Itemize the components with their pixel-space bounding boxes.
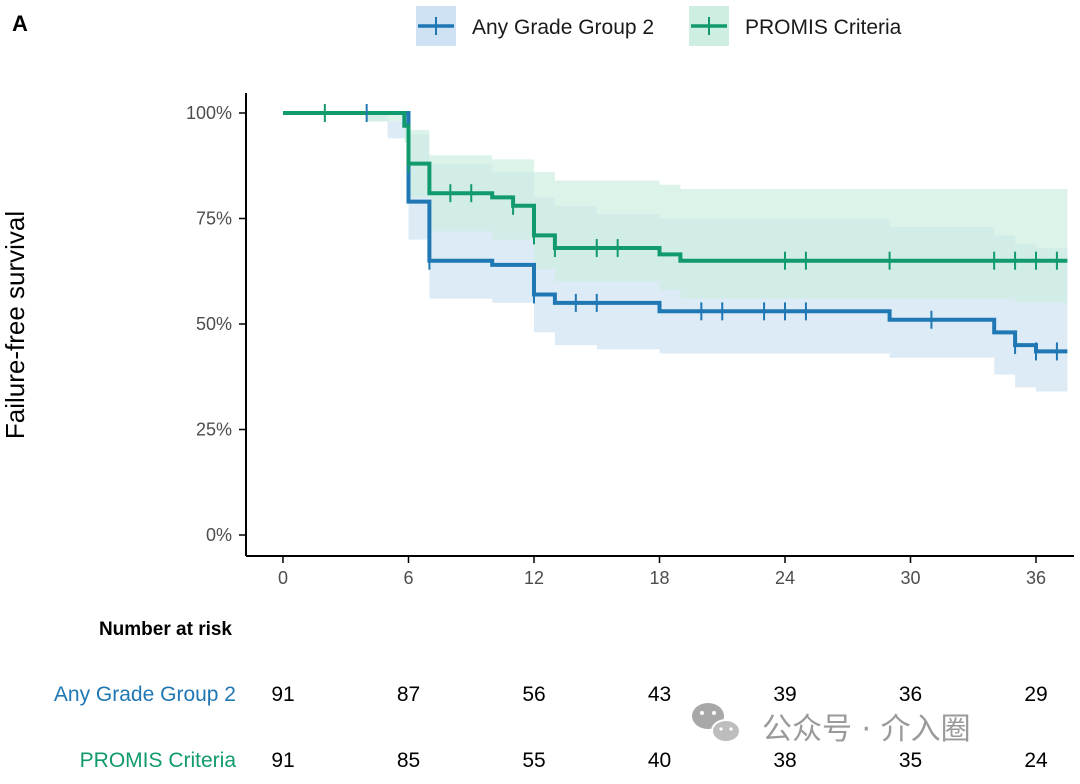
watermark-text: 公众号 · 介入圈 [762, 712, 971, 747]
y-axis-title: Failure-free survival [0, 211, 30, 439]
y-tick-label: 0% [206, 525, 232, 545]
y-tick-label: 50% [196, 314, 232, 334]
risk-row-label: Any Grade Group 2 [54, 683, 236, 706]
censor-marks [323, 104, 1058, 361]
risk-count: 39 [773, 683, 796, 706]
x-tick-label: 30 [900, 568, 920, 588]
risk-count: 29 [1024, 683, 1047, 706]
confidence-bands [283, 113, 1068, 392]
x-tick-label: 18 [649, 568, 669, 588]
risk-count: 55 [522, 749, 545, 772]
risk-count: 87 [397, 683, 420, 706]
risk-count: 38 [773, 749, 796, 772]
legend-item-promis-criteria: PROMIS Criteria [689, 6, 902, 46]
wechat-icon [692, 703, 741, 743]
risk-count: 36 [899, 683, 922, 706]
x-tick-label: 36 [1026, 568, 1046, 588]
risk-count: 43 [648, 683, 671, 706]
y-tick-label: 75% [196, 209, 232, 229]
y-ticks: 0% 25% 50% 75% 100% [186, 103, 246, 545]
y-tick-label: 25% [196, 420, 232, 440]
risk-count: 85 [397, 749, 420, 772]
risk-count: 35 [899, 749, 922, 772]
band-promis-criteria [283, 113, 1068, 303]
risk-count: 91 [271, 749, 294, 772]
risk-count: 56 [522, 683, 545, 706]
legend-label: Any Grade Group 2 [472, 16, 654, 39]
x-tick-label: 0 [278, 568, 288, 588]
risk-row-any-grade-group-2: Any Grade Group 2 91 87 56 43 39 36 29 [54, 683, 1048, 706]
risk-row-label: PROMIS Criteria [80, 749, 237, 772]
legend-item-any-grade-group-2: Any Grade Group 2 [416, 6, 654, 46]
panel-label: A [12, 11, 28, 36]
x-tick-label: 6 [403, 568, 413, 588]
risk-table-title: Number at risk [99, 619, 232, 640]
legend: Any Grade Group 2 PROMIS Criteria [416, 6, 902, 46]
risk-count: 91 [271, 683, 294, 706]
risk-count: 40 [648, 749, 671, 772]
risk-row-promis-criteria: PROMIS Criteria 91 85 55 40 38 35 24 [80, 749, 1048, 772]
y-tick-label: 100% [186, 103, 232, 123]
risk-table: Any Grade Group 2 91 87 56 43 39 36 29 PROMIS Cr… [54, 683, 1048, 772]
legend-label: PROMIS Criteria [745, 16, 902, 39]
risk-count: 24 [1024, 749, 1048, 772]
watermark: 公众号 · 介入圈 [692, 703, 971, 747]
x-tick-label: 24 [775, 568, 795, 588]
x-ticks: 0 6 12 18 24 30 36 [278, 556, 1046, 588]
x-tick-label: 12 [524, 568, 544, 588]
